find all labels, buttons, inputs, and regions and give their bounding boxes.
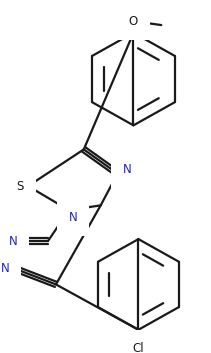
Text: O: O	[129, 15, 138, 28]
Text: Cl: Cl	[133, 342, 144, 353]
Text: N: N	[123, 163, 132, 176]
Text: O: O	[129, 15, 138, 28]
Text: N: N	[68, 211, 77, 225]
Text: N: N	[1, 262, 10, 275]
Text: N: N	[9, 234, 18, 247]
Text: S: S	[16, 180, 24, 193]
